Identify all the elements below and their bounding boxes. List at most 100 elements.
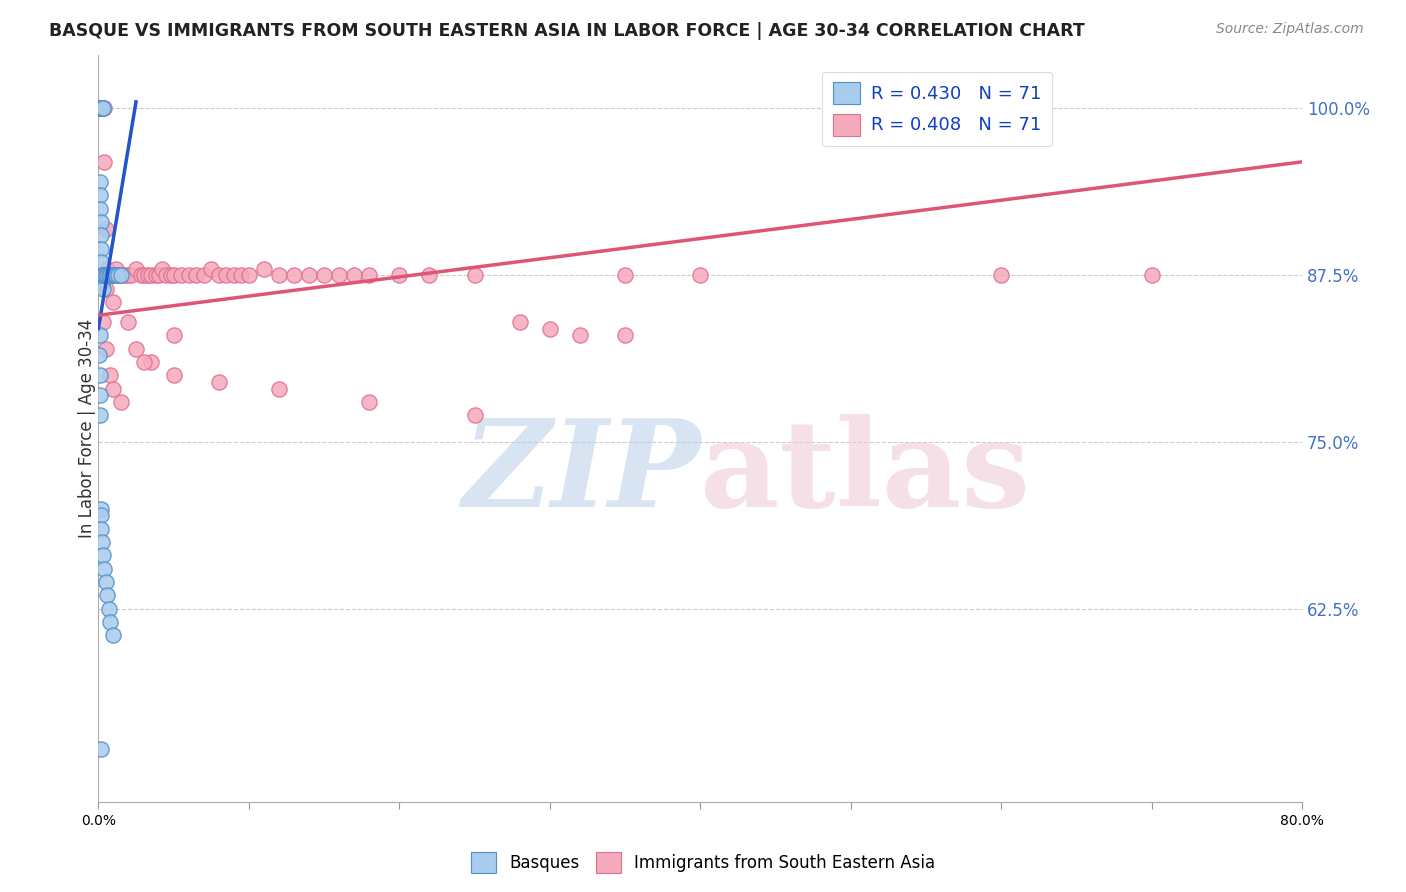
Point	[114, 268, 136, 283]
Legend: Basques, Immigrants from South Eastern Asia: Basques, Immigrants from South Eastern A…	[464, 846, 942, 880]
Point	[91, 275, 114, 289]
Point	[90, 228, 112, 243]
Point	[96, 261, 118, 276]
Point	[110, 395, 132, 409]
Point	[94, 268, 117, 283]
Point	[89, 388, 111, 402]
Point	[328, 268, 350, 283]
Point	[91, 282, 114, 296]
Point	[90, 102, 112, 116]
Point	[155, 268, 177, 283]
Point	[89, 102, 111, 116]
Point	[132, 268, 155, 283]
Point	[238, 268, 260, 283]
Point	[110, 268, 132, 283]
Point	[89, 188, 111, 202]
Point	[105, 268, 128, 283]
Point	[418, 268, 440, 283]
Point	[150, 261, 173, 276]
Point	[90, 102, 112, 116]
Point	[614, 328, 637, 343]
Point	[253, 261, 276, 276]
Point	[94, 282, 117, 296]
Text: BASQUE VS IMMIGRANTS FROM SOUTH EASTERN ASIA IN LABOR FORCE | AGE 30-34 CORRELAT: BASQUE VS IMMIGRANTS FROM SOUTH EASTERN …	[49, 22, 1085, 40]
Point	[91, 102, 114, 116]
Point	[136, 268, 159, 283]
Point	[96, 588, 118, 602]
Point	[464, 268, 486, 283]
Point	[89, 348, 111, 362]
Point	[312, 268, 335, 283]
Point	[90, 741, 112, 756]
Text: ZIP: ZIP	[463, 414, 700, 533]
Point	[103, 268, 125, 283]
Point	[359, 395, 381, 409]
Point	[103, 294, 125, 309]
Point	[94, 575, 117, 590]
Point	[93, 268, 115, 283]
Point	[91, 315, 114, 329]
Point	[159, 268, 181, 283]
Point	[89, 102, 111, 116]
Point	[145, 268, 167, 283]
Point	[162, 268, 184, 283]
Point	[125, 261, 148, 276]
Point	[359, 268, 381, 283]
Point	[93, 268, 115, 283]
Point	[90, 102, 112, 116]
Point	[110, 268, 132, 283]
Point	[89, 102, 111, 116]
Point	[107, 268, 129, 283]
Point	[89, 102, 111, 116]
Point	[614, 268, 637, 283]
Point	[103, 382, 125, 396]
Point	[89, 409, 111, 423]
Point	[89, 102, 111, 116]
Point	[148, 268, 170, 283]
Point	[100, 368, 122, 383]
Point	[208, 268, 231, 283]
Point	[101, 268, 124, 283]
Point	[121, 268, 143, 283]
Point	[90, 102, 112, 116]
Text: Source: ZipAtlas.com: Source: ZipAtlas.com	[1216, 22, 1364, 37]
Point	[100, 615, 122, 629]
Point	[100, 268, 122, 283]
Point	[94, 342, 117, 356]
Point	[689, 268, 711, 283]
Point	[105, 261, 128, 276]
Point	[89, 102, 111, 116]
Point	[538, 321, 561, 335]
Point	[90, 102, 112, 116]
Point	[90, 102, 112, 116]
Point	[89, 102, 111, 116]
Point	[231, 268, 253, 283]
Point	[89, 102, 111, 116]
Point	[222, 268, 245, 283]
Point	[89, 102, 111, 116]
Point	[104, 268, 127, 283]
Point	[267, 268, 290, 283]
Text: atlas: atlas	[700, 415, 1031, 533]
Point	[89, 102, 111, 116]
Point	[90, 522, 112, 536]
Point	[101, 268, 124, 283]
Point	[117, 315, 139, 329]
Point	[91, 268, 114, 283]
Point	[90, 255, 112, 269]
Point	[162, 328, 184, 343]
Point	[91, 102, 114, 116]
Point	[103, 268, 125, 283]
Point	[215, 268, 238, 283]
Point	[177, 268, 200, 283]
Point	[89, 328, 111, 343]
Point	[200, 261, 222, 276]
Point	[283, 268, 305, 283]
Point	[90, 102, 112, 116]
Point	[186, 268, 208, 283]
Point	[93, 268, 115, 283]
Point	[1140, 268, 1163, 283]
Point	[89, 102, 111, 116]
Point	[89, 102, 111, 116]
Point	[89, 175, 111, 189]
